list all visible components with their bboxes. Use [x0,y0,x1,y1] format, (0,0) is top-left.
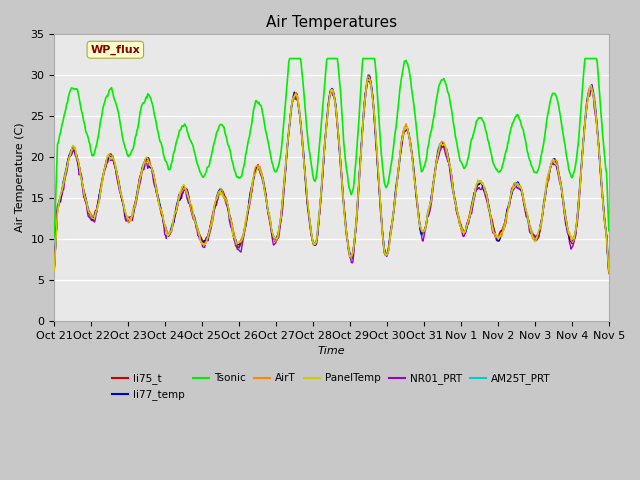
X-axis label: Time: Time [318,346,346,356]
Y-axis label: Air Temperature (C): Air Temperature (C) [15,123,25,232]
Title: Air Temperatures: Air Temperatures [266,15,397,30]
Legend: li75_t, li77_temp, Tsonic, AirT, PanelTemp, NR01_PRT, AM25T_PRT: li75_t, li77_temp, Tsonic, AirT, PanelTe… [108,369,555,405]
Text: WP_flux: WP_flux [90,45,140,55]
